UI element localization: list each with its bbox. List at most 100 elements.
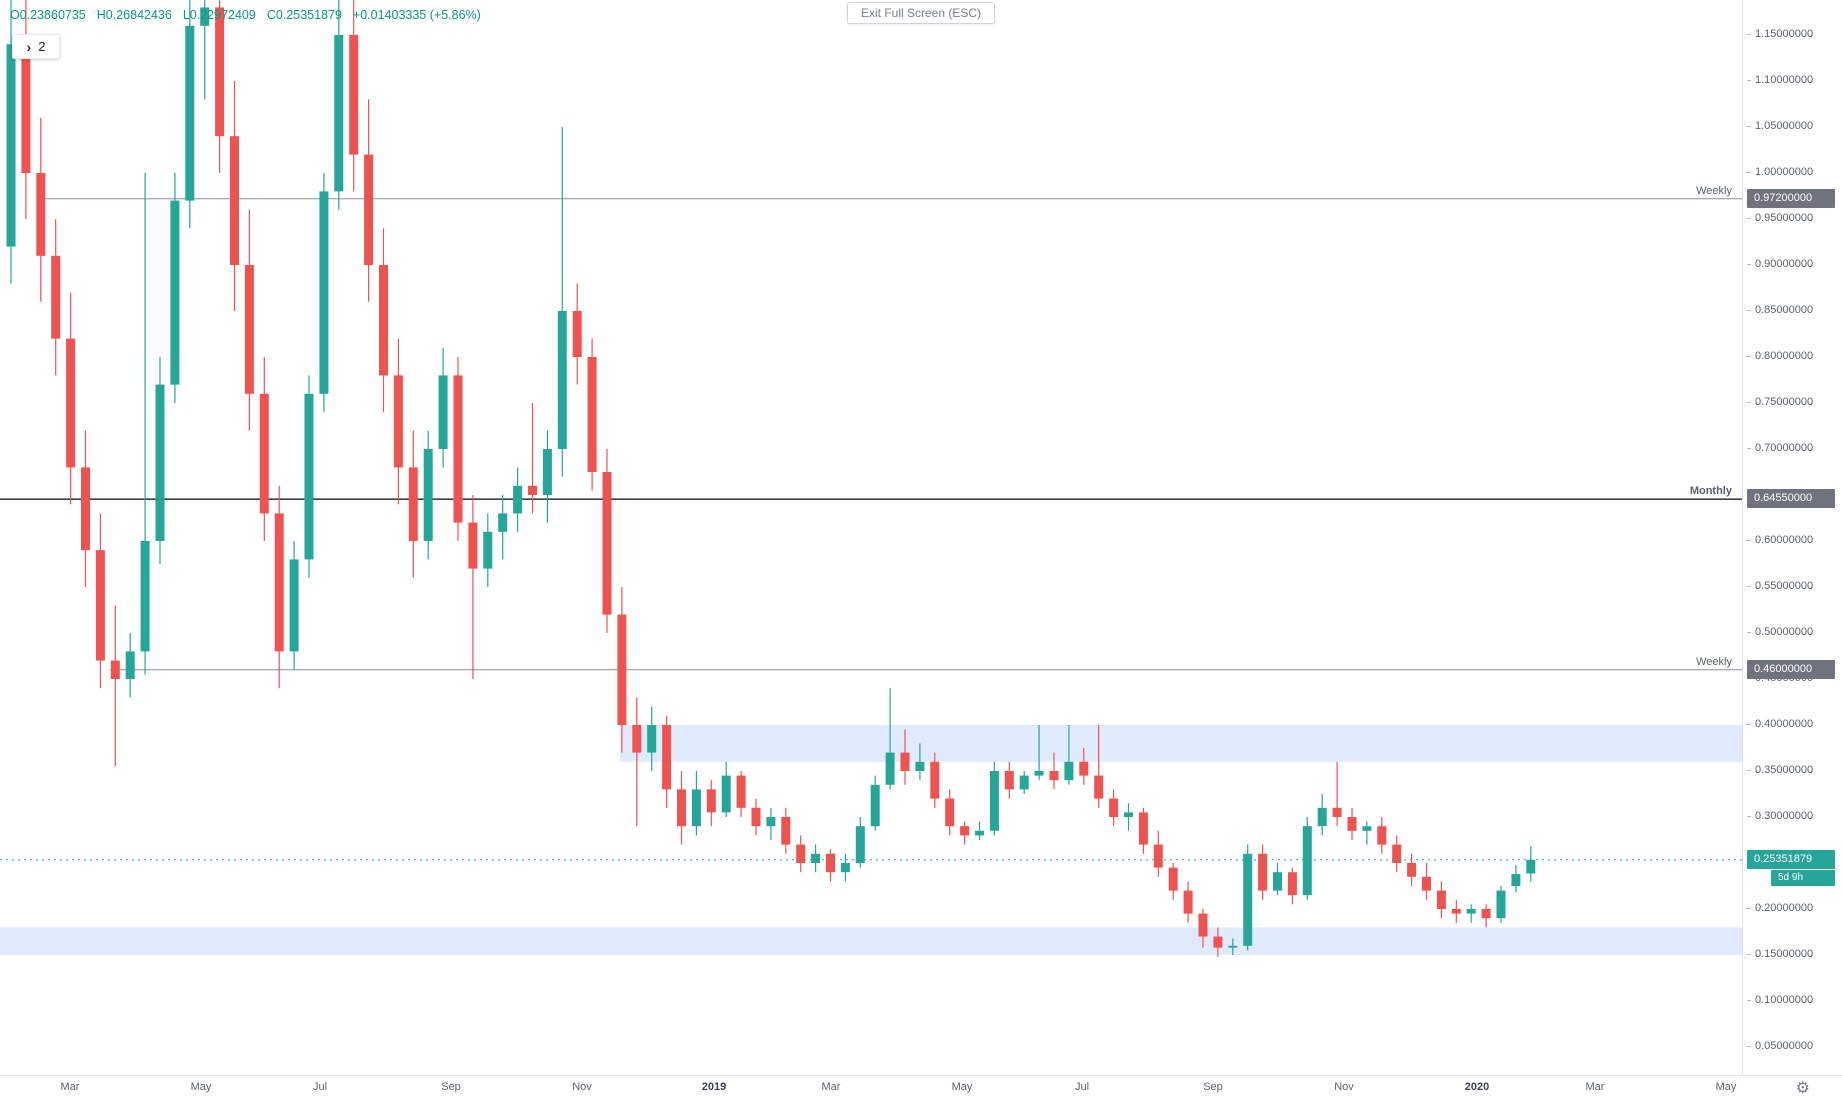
candle-body [587,357,597,472]
candle-body [1138,812,1148,845]
time-axis-year-label: 2019 [701,1081,727,1093]
legend-close-value: C0.25351879 [266,8,342,22]
candle-body [483,531,493,569]
price-zone-rectangle[interactable] [0,927,1742,955]
time-axis-month-label: Jul [312,1081,328,1093]
candle-body [423,449,433,541]
candle-body [1481,909,1491,919]
candle-body [557,311,567,449]
price-tick-label: 0.05000000 [1747,1040,1813,1053]
price-tick-label: 0.10000000 [1747,994,1813,1007]
candle-body [617,614,627,725]
candle-body [1332,807,1342,817]
candle-body [6,44,16,247]
price-tick-label: 1.15000000 [1747,28,1813,41]
candle-body [289,559,299,652]
candle-body [945,798,955,827]
candle-body [1511,874,1521,886]
legend-collapse-toggle[interactable]: › 2 [12,34,60,59]
candlestick-chart[interactable]: Weekly Monthly Weekly [0,0,1742,1075]
candle-body [66,338,76,468]
candle-body [647,725,657,753]
candle-body [51,255,61,339]
candle-body [244,265,254,394]
candle-body [1153,844,1163,868]
candle-body [1079,761,1089,776]
level-line-label: Weekly [1696,656,1732,668]
price-axis[interactable]: 1.15000000 1.10000000 1.05000000 1.00000000… [1742,0,1842,1075]
candle-body [1019,775,1029,790]
candle-body [632,725,642,753]
candle-body [1049,771,1059,781]
price-tick-label: 1.10000000 [1747,74,1813,87]
candle-body [1213,936,1223,948]
candle-body [855,826,865,863]
candle-body [826,853,835,873]
level-line-label: Weekly [1696,185,1732,197]
candle-body [21,44,31,174]
candle-body [1347,817,1357,831]
candle-body [1526,859,1536,874]
level-line-label: Monthly [1690,485,1733,497]
level-price-badge: 0.64550000 [1747,489,1835,509]
candle-body [513,485,523,514]
candle-body [572,311,582,357]
candle-body [170,200,180,385]
candle-body [498,513,508,532]
time-axis[interactable]: ⚙ Mar May Jul Sep Nov 2019 Mar May Jul Sep Nov 2020… [0,1075,1842,1100]
time-axis-month-label: Nov [572,1081,592,1093]
level-price-badge: 0.46000000 [1747,659,1835,679]
chart-pane[interactable]: Weekly Monthly Weekly O0.23860735 H0.26842… [0,0,1742,1075]
exit-fullscreen-button[interactable]: Exit Full Screen (ESC) [846,2,996,24]
price-tick-label: 0.80000000 [1747,350,1813,363]
time-axis-month-label: Mar [1585,1081,1605,1093]
candle-body [766,817,776,827]
candle-body [796,844,806,863]
candle-body [1302,826,1312,896]
candle-body [230,136,239,265]
candle-body [1273,872,1282,891]
candle-body [468,522,478,569]
current-price-badge: 0.25351879 [1747,849,1835,869]
candle-body [1243,853,1253,946]
level-price-badge: 0.97200000 [1747,188,1835,208]
time-axis-month-label: Nov [1334,1081,1354,1093]
candle-body [304,393,314,560]
legend-low-value: L0.22972409 [182,8,256,22]
candle-body [155,384,165,541]
candle-body [379,265,388,376]
candle-body [1392,844,1402,863]
candle-body [1258,853,1268,891]
candle-body [677,789,686,827]
candle-body [274,513,284,652]
candle-body [1228,945,1238,948]
candle-body [915,761,925,771]
candle-body [185,25,195,201]
candle-body [453,375,463,523]
time-axis-month-label: May [190,1081,212,1093]
price-tick-label: 0.70000000 [1747,442,1813,455]
price-zone-rectangle[interactable] [620,725,1742,762]
time-axis-month-label: Sep [441,1081,461,1093]
price-tick-label: 0.35000000 [1747,764,1813,777]
candle-body [1377,826,1387,845]
candle-body [1004,771,1014,790]
candle-body [1422,876,1431,891]
candle-body [602,472,612,615]
legend-change-value: +0.01403335 (+5.86%) [352,8,481,22]
time-axis-month-label: May [951,1081,973,1093]
candle-body [438,375,448,449]
time-axis-month-label: Mar [821,1081,841,1093]
candle-body [1094,775,1104,799]
price-tick-label: 1.00000000 [1747,166,1813,179]
settings-gear-icon[interactable]: ⚙ [1795,1080,1810,1097]
candle-body [125,651,135,679]
candle-body [900,752,910,771]
price-tick-label: 0.15000000 [1747,948,1813,961]
candle-body [706,789,716,813]
time-axis-month-label: May [1715,1081,1737,1093]
legend-open-value: O0.23860735 [10,8,86,22]
candle-body [1451,909,1461,914]
candle-body [81,467,90,551]
candle-body [1466,909,1476,914]
